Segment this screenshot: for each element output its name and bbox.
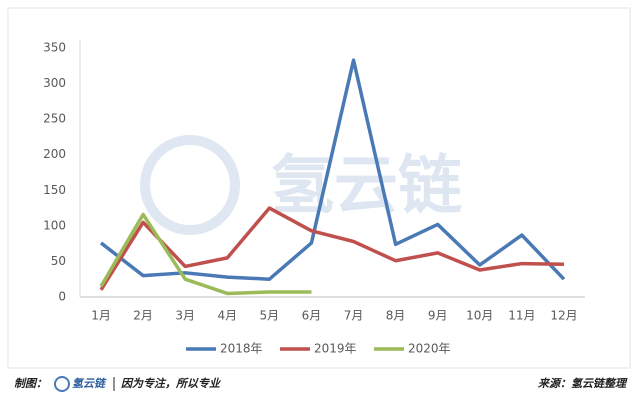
y-tick-label: 200: [43, 147, 66, 161]
y-tick-label: 350: [43, 41, 66, 55]
footer: 制图： 氢云链 因为专注，所以专业 来源：氢云链整理: [14, 376, 628, 392]
y-tick-label: 150: [43, 183, 66, 197]
y-tick-label: 100: [43, 218, 66, 232]
footer-source: 来源：氢云链整理: [538, 377, 628, 390]
legend-label: 2018年: [220, 342, 263, 356]
legend-label: 2019年: [314, 342, 357, 356]
y-tick-label: 50: [51, 254, 66, 268]
chart-frame: [7, 7, 631, 369]
watermark: 氢云链: [140, 135, 462, 235]
watermark-text: 氢云链: [270, 150, 462, 224]
x-tick-label: 9月: [428, 309, 448, 323]
y-tick-label: 0: [58, 290, 66, 304]
series-line: [99, 212, 312, 296]
series-line: [99, 58, 566, 281]
footer-slogan: 因为专注，所以专业: [121, 377, 222, 390]
x-tick-label: 8月: [386, 309, 406, 323]
x-tick-label: 4月: [217, 309, 237, 323]
y-tick-label: 250: [43, 112, 66, 126]
x-tick-label: 5月: [260, 309, 280, 323]
x-tick-label: 1月: [91, 309, 111, 323]
footer-made-by: 制图：: [14, 377, 47, 390]
x-tick-label: 7月: [344, 309, 364, 323]
x-tick-label: 12月: [550, 309, 577, 323]
footer-logo: [54, 376, 70, 392]
x-tick-label: 3月: [175, 309, 195, 323]
x-tick-label: 2月: [133, 309, 153, 323]
legend-label: 2020年: [408, 342, 451, 356]
y-tick-label: 300: [43, 76, 66, 90]
x-tick-label: 10月: [466, 309, 493, 323]
footer-brand: 氢云链: [72, 377, 107, 390]
series-line: [99, 206, 564, 291]
x-tick-label: 6月: [302, 309, 322, 323]
x-tick-label: 11月: [508, 309, 535, 323]
watermark-logo: [140, 135, 240, 235]
